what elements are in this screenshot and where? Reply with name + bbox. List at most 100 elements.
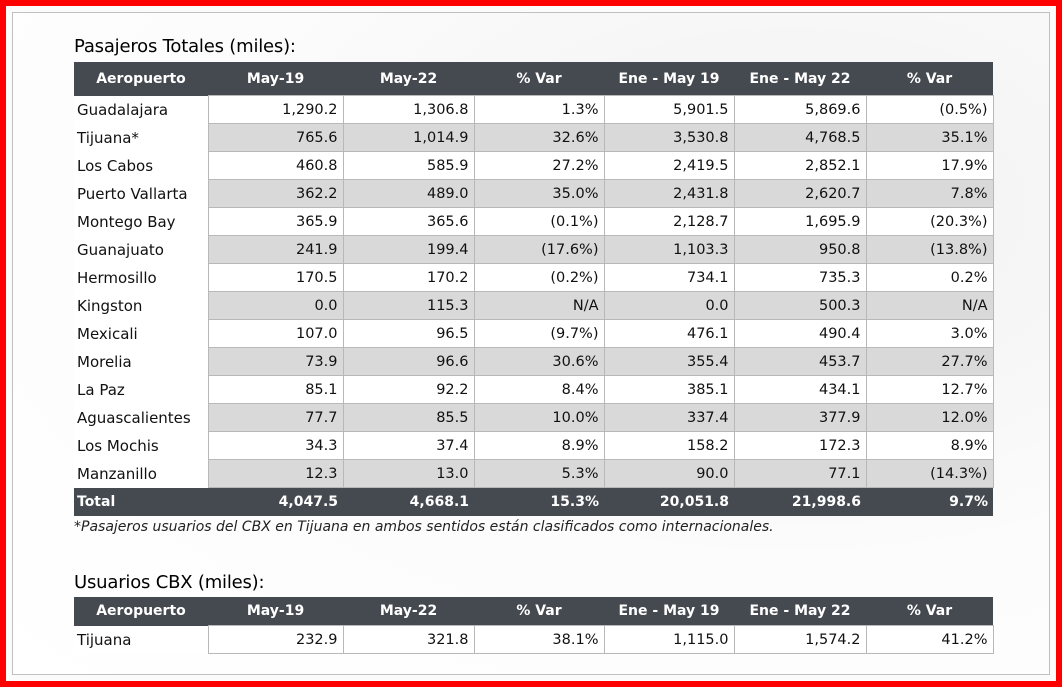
table-cell: 365.9 <box>207 207 344 236</box>
table-cell: 170.2 <box>342 263 475 292</box>
table-cell: 77.7 <box>207 403 344 432</box>
table-cell: 1,014.9 <box>342 123 475 152</box>
airport-name: Guadalajara <box>74 95 208 124</box>
table-cell: 5,869.6 <box>733 95 867 124</box>
col-header-may22: May-22 <box>343 597 474 626</box>
footnote: *Pasajeros usuarios del CBX en Tijuana e… <box>74 519 774 535</box>
table-cell: 241.9 <box>207 235 344 264</box>
col-header-ytd-var: % Var <box>866 62 993 96</box>
table-cell: 115.3 <box>342 291 475 320</box>
col-header-var: % Var <box>474 62 604 96</box>
table-cell: 13.0 <box>342 459 475 488</box>
col-header-ytd19: Ene - May 19 <box>604 62 734 96</box>
table-cell: (17.6%) <box>473 235 605 264</box>
table-cell: 1,103.3 <box>603 235 735 264</box>
table-cell: N/A <box>865 291 994 320</box>
col-header-ytd22: Ene - May 22 <box>734 62 866 96</box>
table-cell: 10.0% <box>473 403 605 432</box>
table-cell: 107.0 <box>207 319 344 348</box>
table-cell: 77.1 <box>733 459 867 488</box>
airport-name: La Paz <box>74 375 208 404</box>
table-cell: 12.7% <box>865 375 994 404</box>
table-cell: 35.0% <box>473 179 605 208</box>
table-cell: 460.8 <box>207 151 344 180</box>
airport-name: Los Mochis <box>74 431 208 460</box>
table-cell: 199.4 <box>342 235 475 264</box>
table-cell: 37.4 <box>342 431 475 460</box>
cbx-body: Tijuana 232.9 321.8 38.1% 1,115.0 1,574.2 41.2… <box>74 625 994 654</box>
passengers-header-row: Aeropuerto May-19 May-22 % Var Ene - May… <box>74 62 993 96</box>
table-cell: 337.4 <box>603 403 735 432</box>
table-cell: 158.2 <box>603 431 735 460</box>
table-cell: 5.3% <box>473 459 605 488</box>
table-cell: 1,306.8 <box>342 95 475 124</box>
table-cell: 2,128.7 <box>603 207 735 236</box>
table-cell: 434.1 <box>733 375 867 404</box>
table-cell: 385.1 <box>603 375 735 404</box>
table-row: Aguascalientes 77.7 85.5 10.0% 337.4 377.9 12.… <box>74 403 994 432</box>
airport-name: Mexicali <box>74 319 208 348</box>
cbx-title: Usuarios CBX (miles): <box>74 572 265 593</box>
table-row: Los Cabos 460.8 585.9 27.2% 2,419.5 2,852.1 17… <box>74 151 994 180</box>
airport-name: Guanajuato <box>74 235 208 264</box>
table-row: Guanajuato 241.9 199.4 (17.6%) 1,103.3 950.8(… <box>74 235 994 264</box>
col-header-ytd22: Ene - May 22 <box>734 597 866 626</box>
cbx-table: Aeropuerto May-19 May-22 % Var Ene - May… <box>74 597 994 654</box>
table-cell: 585.9 <box>342 151 475 180</box>
table-cell: 377.9 <box>733 403 867 432</box>
total-cell: 9.7% <box>866 487 993 516</box>
total-row: Total 4,047.5 4,668.1 15.3% 20,051.8 21,998.6… <box>74 487 993 516</box>
table-cell: 2,431.8 <box>603 179 735 208</box>
col-header-may19: May-19 <box>208 597 343 626</box>
table-cell: 5,901.5 <box>603 95 735 124</box>
table-cell: 3,530.8 <box>603 123 735 152</box>
table-cell: 1.3% <box>473 95 605 124</box>
table-cell: 12.3 <box>207 459 344 488</box>
table-cell: 90.0 <box>603 459 735 488</box>
table-cell: 172.3 <box>733 431 867 460</box>
table-cell: (14.3%) <box>865 459 994 488</box>
table-cell: 355.4 <box>603 347 735 376</box>
table-cell: 8.9% <box>473 431 605 460</box>
table-cell: 73.9 <box>207 347 344 376</box>
table-row: Los Mochis 34.3 37.4 8.9% 158.2 172.3 8.9% <box>74 431 994 460</box>
table-cell: 8.4% <box>473 375 605 404</box>
table-row: Tijuana 232.9 321.8 38.1% 1,115.0 1,574.2 41.2… <box>74 625 994 654</box>
table-cell: 1,290.2 <box>207 95 344 124</box>
table-cell: 1,574.2 <box>733 625 867 654</box>
table-cell: 453.7 <box>733 347 867 376</box>
total-label: Total <box>74 487 208 516</box>
table-row: Mexicali 107.0 96.5 (9.7%) 476.1 490.4 3.0% <box>74 319 994 348</box>
table-cell: 3.0% <box>865 319 994 348</box>
table-cell: 8.9% <box>865 431 994 460</box>
table-row: Manzanillo 12.3 13.0 5.3% 90.0 77.1 (14.3%) <box>74 459 994 488</box>
table-cell: 0.2% <box>865 263 994 292</box>
table-row: Montego Bay 365.9 365.6 (0.1%) 2,128.7 1,695.… <box>74 207 994 236</box>
table-cell: (20.3%) <box>865 207 994 236</box>
table-cell: 476.1 <box>603 319 735 348</box>
total-cell: 20,051.8 <box>604 487 734 516</box>
airport-name: Tijuana <box>74 625 208 654</box>
table-cell: 232.9 <box>207 625 344 654</box>
airport-name: Hermosillo <box>74 263 208 292</box>
table-cell: N/A <box>473 291 605 320</box>
table-row: Guadalajara 1,290.2 1,306.8 1.3% 5,901.5 5,86… <box>74 95 994 124</box>
passengers-title: Pasajeros Totales (miles): <box>74 36 296 57</box>
col-header-var: % Var <box>474 597 604 626</box>
table-cell: 2,852.1 <box>733 151 867 180</box>
col-header-ytd-var: % Var <box>866 597 993 626</box>
table-row: Hermosillo 170.5 170.2 (0.2%) 734.1 735.3 0.2% <box>74 263 994 292</box>
table-cell: 0.0 <box>207 291 344 320</box>
total-cell: 21,998.6 <box>734 487 866 516</box>
airport-name: Los Cabos <box>74 151 208 180</box>
airport-name: Aguascalientes <box>74 403 208 432</box>
table-cell: 85.1 <box>207 375 344 404</box>
col-header-airport: Aeropuerto <box>74 597 208 626</box>
col-header-ytd19: Ene - May 19 <box>604 597 734 626</box>
total-cell: 4,668.1 <box>343 487 474 516</box>
col-header-may19: May-19 <box>208 62 343 96</box>
table-cell: 92.2 <box>342 375 475 404</box>
table-cell: 7.8% <box>865 179 994 208</box>
table-cell: 30.6% <box>473 347 605 376</box>
table-cell: 321.8 <box>342 625 475 654</box>
